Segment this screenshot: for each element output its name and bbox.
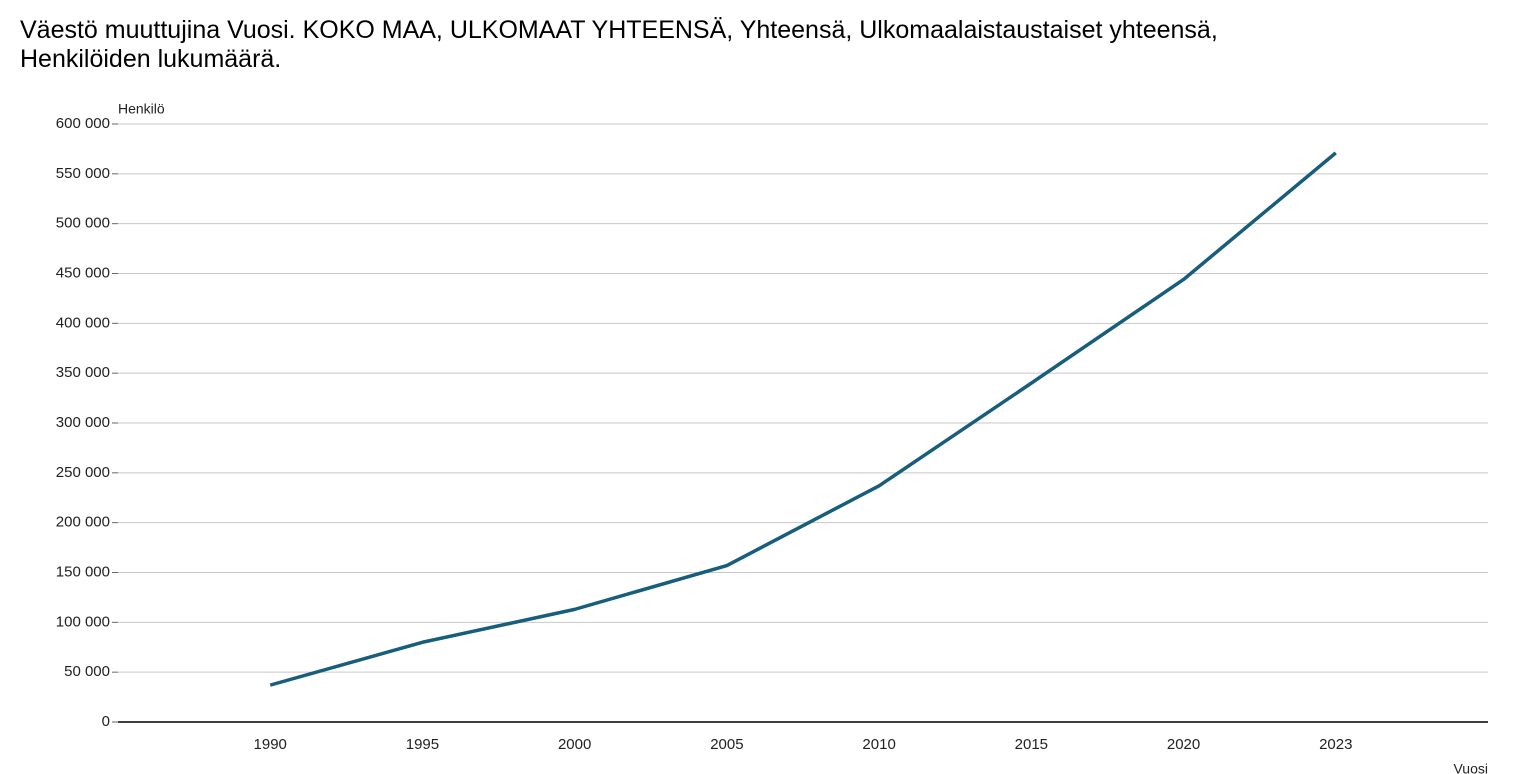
y-tick-label: 300 000 (56, 414, 110, 431)
chart-title: Väestö muuttujina Vuosi. KOKO MAA, ULKOM… (20, 16, 1218, 73)
y-tick-label: 100 000 (56, 613, 110, 630)
y-tick-label: 250 000 (56, 464, 110, 481)
x-tick-label: 1990 (254, 736, 287, 753)
data-line (269, 151, 1337, 687)
y-axis-label: Henkilö (118, 101, 165, 117)
y-tick-label: 400 000 (56, 314, 110, 331)
y-tick-label: 350 000 (56, 364, 110, 381)
x-tick-label: 2000 (558, 736, 591, 753)
x-tick-label: 2015 (1015, 736, 1048, 753)
y-tick-label: 600 000 (56, 115, 110, 132)
y-tick-label: 50 000 (64, 663, 110, 680)
y-tick-label: 150 000 (56, 563, 110, 580)
x-tick-label: 2005 (710, 736, 743, 753)
x-axis-label: Vuosi (1453, 761, 1488, 774)
y-tick-label: 0 (102, 713, 110, 730)
x-tick-label: 2020 (1167, 736, 1200, 753)
y-tick-label: 200 000 (56, 514, 110, 531)
y-tick-label: 500 000 (56, 215, 110, 232)
y-tick-label: 450 000 (56, 264, 110, 281)
x-tick-label: 2023 (1319, 736, 1352, 753)
x-tick-label: 2010 (862, 736, 895, 753)
x-tick-label: 1995 (406, 736, 439, 753)
y-tick-label: 550 000 (56, 165, 110, 182)
